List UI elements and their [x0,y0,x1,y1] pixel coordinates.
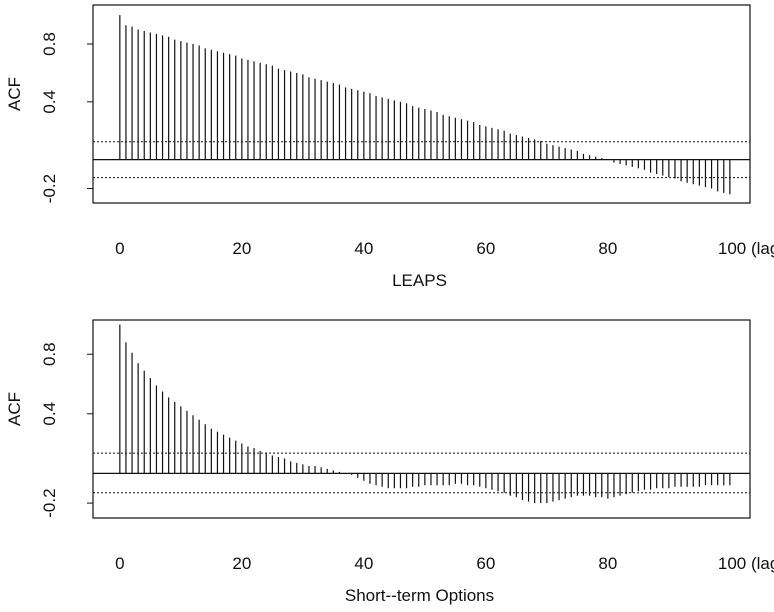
x-tick-label: 80 [598,239,617,258]
y-tick-label: 0.8 [40,342,59,366]
y-axis-label: ACF [5,392,24,426]
x-tick-label: 20 [232,554,251,573]
x-tick-label: 60 [476,554,495,573]
y-tick-label: 0.4 [40,402,59,426]
y-axis-label: ACF [5,77,24,111]
plot-frame [92,319,751,519]
x-tick-label: 60 [476,239,495,258]
x-tick-label: 100 (lag) [718,554,774,573]
plot-frame [92,4,751,204]
y-tick-label: 0.8 [40,32,59,56]
x-tick-label: 100 (lag) [718,239,774,258]
y-tick-label: 0.4 [40,90,59,114]
x-tick-label: 80 [598,554,617,573]
x-tick-label: 0 [115,239,124,258]
x-tick-label: 40 [354,554,373,573]
x-tick-label: 40 [354,239,373,258]
x-tick-label: 20 [232,239,251,258]
y-tick-label: -0.2 [40,488,59,517]
y-tick-label: -0.2 [40,174,59,203]
x-axis-label: LEAPS [392,271,447,290]
x-axis-label: Short--term Options [345,586,494,605]
x-tick-label: 0 [115,554,124,573]
